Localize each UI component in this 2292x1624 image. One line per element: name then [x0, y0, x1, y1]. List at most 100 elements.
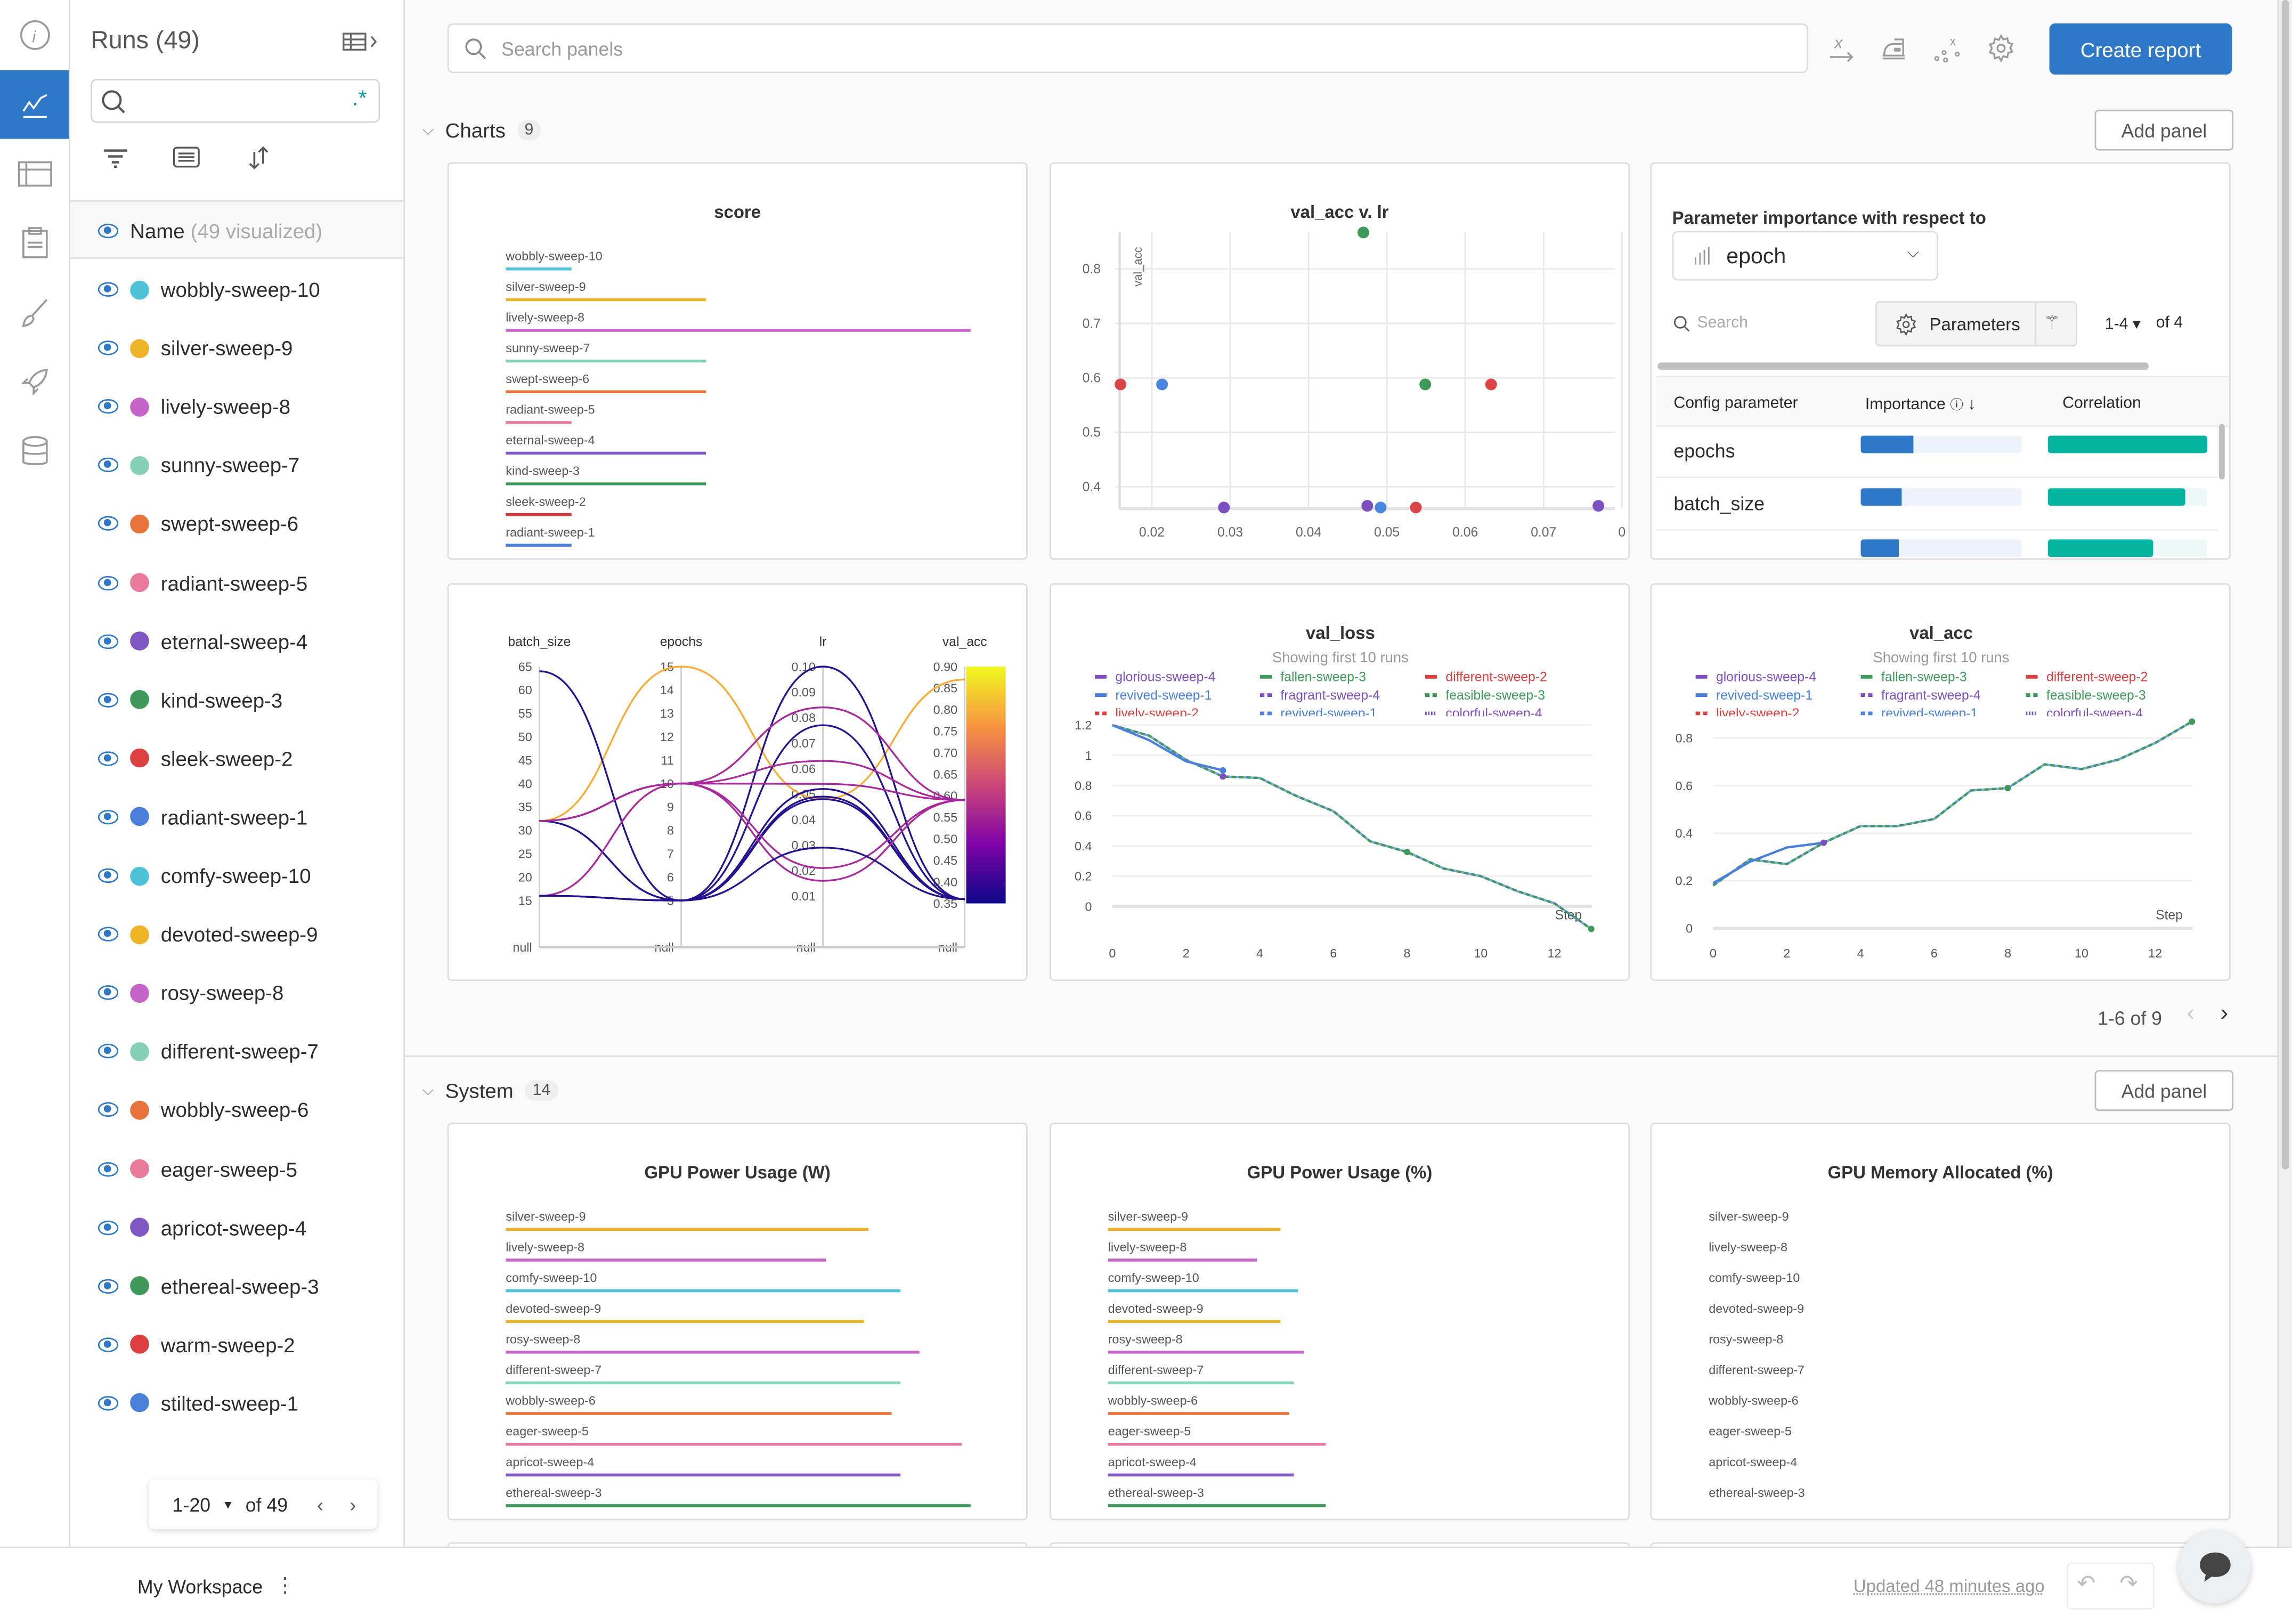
horizontal-scrollbar[interactable] [1657, 362, 2149, 370]
gear-icon[interactable] [1987, 34, 2016, 70]
run-name[interactable]: radiant-sweep-5 [160, 571, 308, 595]
chat-button[interactable] [2177, 1530, 2252, 1604]
target-metric-dropdown[interactable]: epoch ⌵ [1672, 231, 1939, 281]
run-row[interactable]: radiant-sweep-1 [70, 788, 404, 847]
add-panel-button[interactable]: Add panel [2094, 109, 2234, 151]
parameter-importance-panel[interactable]: Parameter importance with respect to epo… [1650, 162, 2231, 560]
run-name[interactable]: warm-sweep-2 [160, 1333, 295, 1357]
charts-section-header[interactable]: ⌵ Charts 9 [422, 118, 541, 142]
run-row[interactable]: comfy-sweep-10 [70, 847, 404, 905]
page-scrollbar[interactable] [2277, 0, 2292, 1547]
table-icon[interactable] [0, 139, 69, 208]
line-chart-icon[interactable] [0, 70, 69, 139]
eye-icon[interactable] [97, 868, 119, 883]
run-name[interactable]: wobbly-sweep-6 [160, 1098, 309, 1122]
panel-search-input[interactable]: Search panels [447, 23, 1808, 74]
eye-icon[interactable] [97, 282, 119, 297]
group-icon[interactable] [173, 146, 200, 175]
run-row[interactable]: sunny-sweep-7 [70, 436, 404, 494]
run-row[interactable]: wobbly-sweep-6 [70, 1081, 404, 1140]
gpu-memory-panel[interactable]: GPU Memory Allocated (%) silver-sweep-9 l… [1650, 1123, 2231, 1521]
brush-icon[interactable] [0, 278, 69, 346]
runs-search-input[interactable]: .* [91, 79, 380, 123]
run-name[interactable]: swept-sweep-6 [160, 512, 299, 536]
add-panel-button[interactable]: Add panel [2094, 1070, 2234, 1111]
eye-icon[interactable] [97, 985, 119, 1001]
iron-icon[interactable] [1880, 35, 1909, 69]
run-row[interactable]: devoted-sweep-9 [70, 905, 404, 964]
run-name[interactable]: lively-sweep-8 [160, 395, 291, 419]
magic-wand-icon[interactable]: ⚚ [2043, 311, 2061, 334]
eye-icon[interactable] [97, 1220, 119, 1235]
run-name[interactable]: rosy-sweep-8 [160, 981, 284, 1005]
chevron-left-icon[interactable]: ‹ [2187, 1001, 2195, 1027]
eye-icon[interactable] [97, 1395, 119, 1411]
gpu-power-watts-panel[interactable]: GPU Power Usage (W) silver-sweep-9 lively… [447, 1123, 1028, 1521]
param-range-dropdown[interactable]: 1-4 ▾ [2104, 315, 2141, 334]
run-row[interactable]: ethereal-sweep-3 [70, 1257, 404, 1316]
more-vertical-icon[interactable]: ⋮ [274, 1573, 296, 1597]
eye-icon[interactable] [97, 516, 119, 531]
chevron-right-icon[interactable]: › [350, 1493, 356, 1515]
run-name[interactable]: wobbly-sweep-10 [160, 278, 320, 302]
eye-icon[interactable] [97, 1044, 119, 1059]
eye-icon[interactable] [97, 809, 119, 825]
run-name[interactable]: silver-sweep-9 [160, 336, 293, 360]
score-chart-panel[interactable]: score wobbly-sweep-10 silver-sweep-9 livel… [447, 162, 1028, 560]
run-row[interactable]: rosy-sweep-8 [70, 964, 404, 1022]
run-row[interactable]: radiant-sweep-5 [70, 553, 404, 612]
eye-icon[interactable] [97, 927, 119, 942]
col-importance[interactable]: Importance ⓘ ↓ [1865, 395, 1976, 414]
clipboard-icon[interactable] [0, 208, 69, 277]
eye-icon[interactable] [97, 1278, 119, 1294]
run-name[interactable]: stilted-sweep-1 [160, 1391, 299, 1415]
eye-icon[interactable] [97, 458, 119, 473]
parameters-button[interactable]: Parameters ⚚ [1875, 301, 2077, 347]
chevron-right-icon[interactable]: › [2220, 1001, 2229, 1027]
run-name[interactable]: eternal-sweep-4 [160, 629, 308, 653]
eye-icon[interactable] [97, 340, 119, 355]
gpu-power-percent-panel[interactable]: GPU Power Usage (%) silver-sweep-9 lively… [1049, 1123, 1630, 1521]
eye-icon[interactable] [97, 399, 119, 414]
run-row[interactable]: lively-sweep-8 [70, 377, 404, 436]
vertical-scrollbar[interactable] [2218, 424, 2225, 480]
run-row[interactable]: warm-sweep-2 [70, 1316, 404, 1374]
run-name[interactable]: different-sweep-7 [160, 1040, 319, 1063]
run-row[interactable]: different-sweep-7 [70, 1022, 404, 1081]
chevron-left-icon[interactable]: ‹ [317, 1493, 323, 1515]
system-section-header[interactable]: ⌵ System 14 [422, 1079, 558, 1102]
info-icon[interactable]: i [0, 0, 69, 69]
eye-icon[interactable] [97, 692, 119, 708]
run-name[interactable]: devoted-sweep-9 [160, 922, 318, 946]
run-row[interactable]: eager-sweep-5 [70, 1140, 404, 1198]
eye-icon[interactable] [97, 634, 119, 649]
name-column-header[interactable]: Name [130, 219, 185, 243]
regex-toggle[interactable]: .* [352, 86, 367, 111]
run-row[interactable]: wobbly-sweep-10 [70, 260, 404, 319]
run-row[interactable]: sleek-sweep-2 [70, 729, 404, 787]
scatter-dots-icon[interactable]: x [1932, 32, 1964, 71]
redo-icon[interactable]: ↷ [2119, 1571, 2138, 1597]
run-name[interactable]: comfy-sweep-10 [160, 864, 311, 888]
eye-icon[interactable] [97, 751, 119, 766]
parallel-coordinates-panel[interactable]: batch_size 65 60 55 50 45 40 35 30 25 20 15 null epoc… [447, 583, 1028, 981]
create-report-button[interactable]: Create report [2049, 23, 2232, 75]
val-acc-panel[interactable]: val_acc Showing first 10 runs glorious-swe… [1650, 583, 2231, 981]
eye-icon[interactable] [97, 1161, 119, 1176]
rocket-icon[interactable] [0, 346, 69, 415]
database-icon[interactable] [0, 417, 69, 485]
run-name[interactable]: kind-sweep-3 [160, 688, 283, 712]
run-name[interactable]: apricot-sweep-4 [160, 1215, 307, 1239]
eye-icon[interactable] [97, 575, 119, 590]
run-name[interactable]: sunny-sweep-7 [160, 453, 300, 477]
run-row[interactable]: kind-sweep-3 [70, 670, 404, 729]
val-loss-panel[interactable]: val_loss Showing first 10 runs glorious-sw… [1049, 583, 1630, 981]
run-row[interactable]: eternal-sweep-4 [70, 612, 404, 670]
undo-icon[interactable]: ↶ [2077, 1571, 2096, 1597]
workspace-name[interactable]: My Workspace [137, 1576, 263, 1598]
page-range-dropdown[interactable]: 1-20 [172, 1493, 211, 1515]
chevron-down-icon[interactable]: ⌵ [422, 122, 434, 139]
run-row[interactable]: apricot-sweep-4 [70, 1198, 404, 1257]
eye-icon[interactable] [97, 1337, 119, 1352]
sort-icon[interactable] [248, 146, 269, 177]
